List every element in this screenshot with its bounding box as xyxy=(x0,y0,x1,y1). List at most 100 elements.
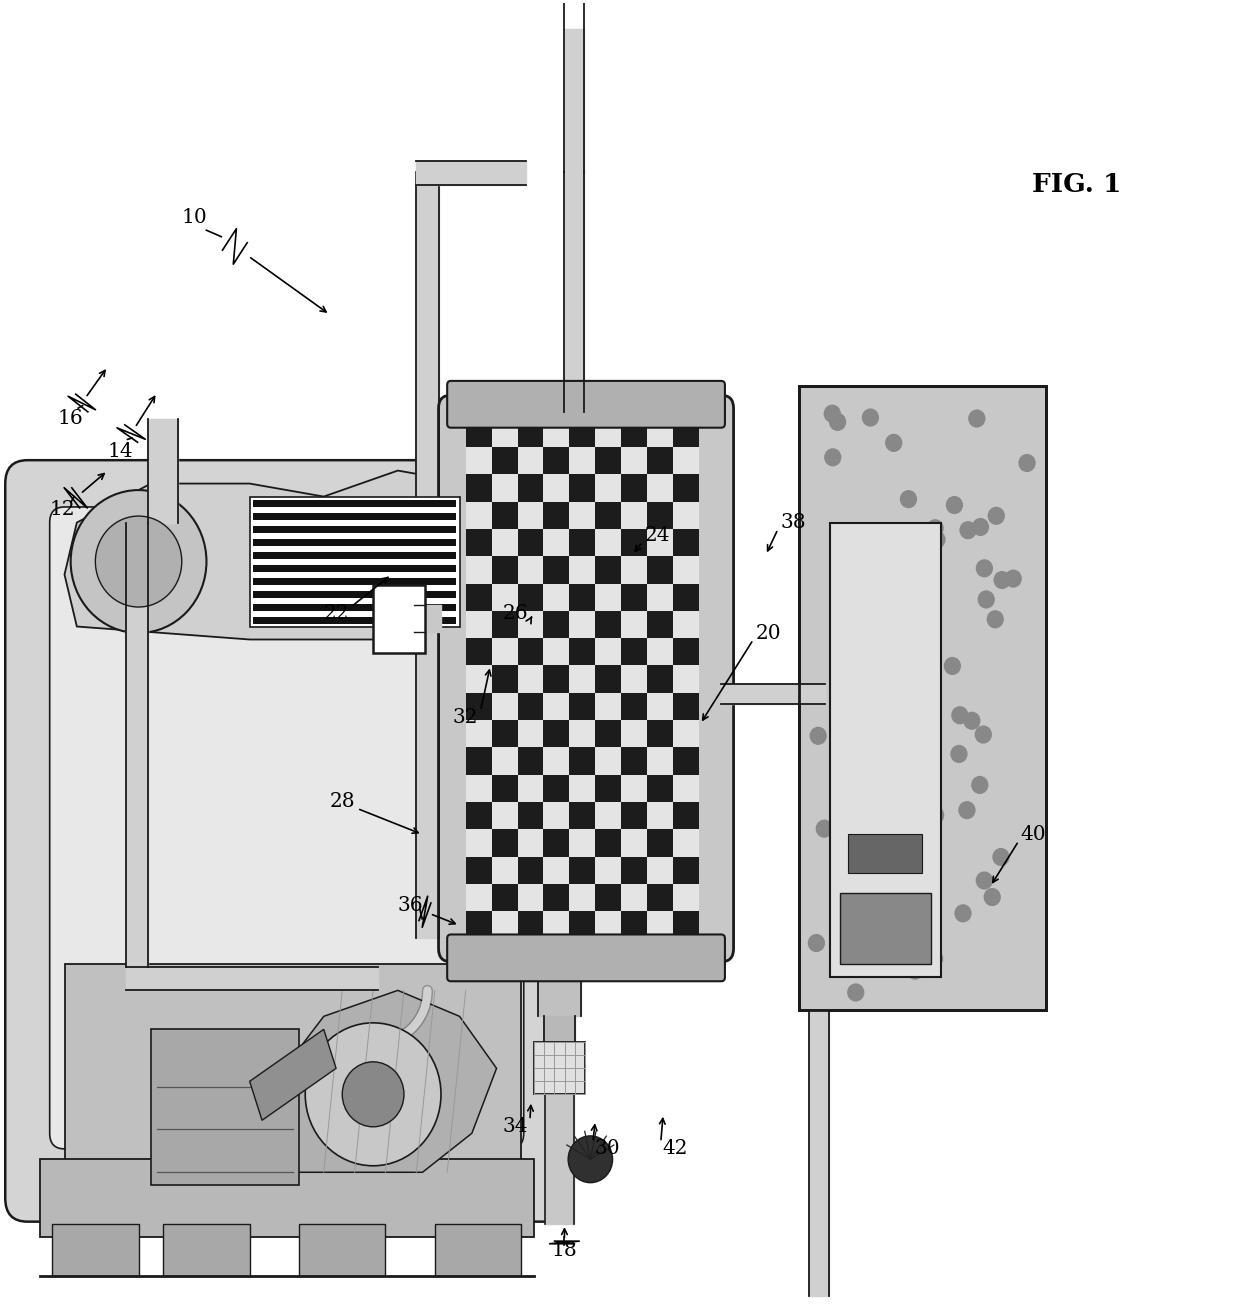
Circle shape xyxy=(976,560,993,577)
Bar xyxy=(253,578,456,585)
Bar xyxy=(569,666,595,693)
Bar xyxy=(491,501,517,529)
Bar xyxy=(491,911,517,938)
Bar xyxy=(673,666,699,693)
Bar xyxy=(466,911,491,938)
Bar xyxy=(569,611,595,638)
Bar xyxy=(491,803,517,829)
Bar xyxy=(517,529,543,556)
Circle shape xyxy=(955,904,972,923)
Text: 12: 12 xyxy=(50,500,74,519)
Bar xyxy=(253,591,456,598)
Bar xyxy=(569,883,595,911)
Polygon shape xyxy=(249,990,496,1172)
Text: 36: 36 xyxy=(397,897,423,915)
Bar xyxy=(491,693,517,720)
Text: 34: 34 xyxy=(502,1117,528,1137)
Bar xyxy=(595,420,621,448)
Bar xyxy=(491,748,517,775)
Bar xyxy=(253,565,456,572)
Text: 22: 22 xyxy=(324,604,348,622)
Bar xyxy=(543,883,569,911)
Bar xyxy=(466,775,491,803)
Bar xyxy=(517,803,543,829)
Circle shape xyxy=(831,719,848,737)
Bar xyxy=(621,829,647,856)
Circle shape xyxy=(971,776,988,793)
Bar xyxy=(543,748,569,775)
Circle shape xyxy=(976,872,993,890)
Circle shape xyxy=(816,820,833,838)
Bar xyxy=(253,539,456,545)
Circle shape xyxy=(853,587,870,606)
Text: 40: 40 xyxy=(1021,825,1047,844)
Bar xyxy=(466,611,491,638)
Bar xyxy=(621,638,647,666)
Bar xyxy=(466,448,491,475)
Bar xyxy=(543,803,569,829)
Bar xyxy=(595,666,621,693)
Bar xyxy=(543,529,569,556)
Bar xyxy=(595,883,621,911)
Bar xyxy=(673,583,699,611)
Circle shape xyxy=(946,496,963,514)
Bar xyxy=(621,556,647,583)
Bar xyxy=(466,883,491,911)
Bar xyxy=(52,1224,139,1276)
Bar xyxy=(830,522,941,977)
Bar xyxy=(595,529,621,556)
Bar xyxy=(543,829,569,856)
Circle shape xyxy=(906,962,924,980)
Bar xyxy=(466,666,491,693)
Bar xyxy=(491,775,517,803)
Circle shape xyxy=(862,408,879,427)
Circle shape xyxy=(944,656,961,675)
Circle shape xyxy=(950,745,967,763)
Bar xyxy=(569,829,595,856)
Circle shape xyxy=(883,936,900,954)
Bar xyxy=(491,556,517,583)
Bar xyxy=(621,803,647,829)
Circle shape xyxy=(823,405,841,423)
Bar xyxy=(621,666,647,693)
Bar xyxy=(569,420,595,448)
Bar xyxy=(673,501,699,529)
Bar xyxy=(491,666,517,693)
Bar xyxy=(466,420,491,448)
Bar xyxy=(595,501,621,529)
Bar xyxy=(621,775,647,803)
Bar xyxy=(673,611,699,638)
Bar xyxy=(673,911,699,938)
Bar xyxy=(647,583,673,611)
Circle shape xyxy=(959,801,976,820)
Text: 30: 30 xyxy=(595,1139,620,1159)
FancyBboxPatch shape xyxy=(64,964,521,1198)
Bar xyxy=(569,803,595,829)
Bar xyxy=(466,475,491,501)
Bar xyxy=(517,556,543,583)
Bar xyxy=(621,448,647,475)
Text: 18: 18 xyxy=(552,1241,578,1259)
Bar xyxy=(569,501,595,529)
Circle shape xyxy=(963,711,981,729)
Circle shape xyxy=(901,852,919,870)
Circle shape xyxy=(968,410,986,428)
Circle shape xyxy=(847,984,864,1001)
Circle shape xyxy=(810,727,827,745)
Bar xyxy=(569,556,595,583)
Circle shape xyxy=(71,491,207,633)
Bar xyxy=(373,585,425,652)
Bar xyxy=(543,911,569,938)
Circle shape xyxy=(977,590,994,608)
Text: 26: 26 xyxy=(502,604,528,622)
Bar xyxy=(299,1224,386,1276)
Circle shape xyxy=(992,848,1009,867)
Bar xyxy=(534,1043,585,1095)
Circle shape xyxy=(905,647,923,666)
Text: 20: 20 xyxy=(755,624,781,642)
Text: 28: 28 xyxy=(330,792,355,812)
Bar xyxy=(673,829,699,856)
Circle shape xyxy=(972,518,990,536)
Bar xyxy=(621,583,647,611)
Bar xyxy=(517,883,543,911)
